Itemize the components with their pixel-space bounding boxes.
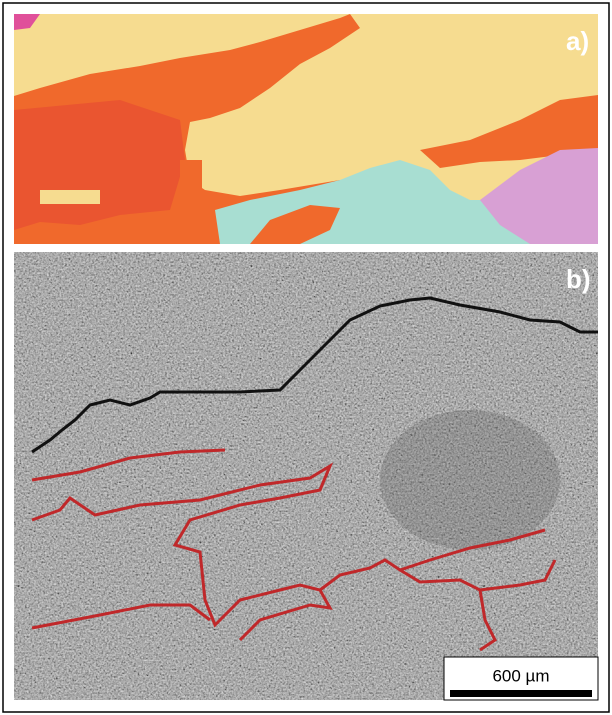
figure: a) b) 600 µm — [0, 0, 612, 715]
panel-a-image — [14, 14, 598, 244]
panel-label: a) — [566, 26, 589, 56]
panel-b-image — [14, 252, 598, 700]
scale-bar-label: 600 µm — [492, 666, 549, 685]
scale-bar — [450, 690, 592, 697]
panel-label: b) — [566, 264, 591, 294]
